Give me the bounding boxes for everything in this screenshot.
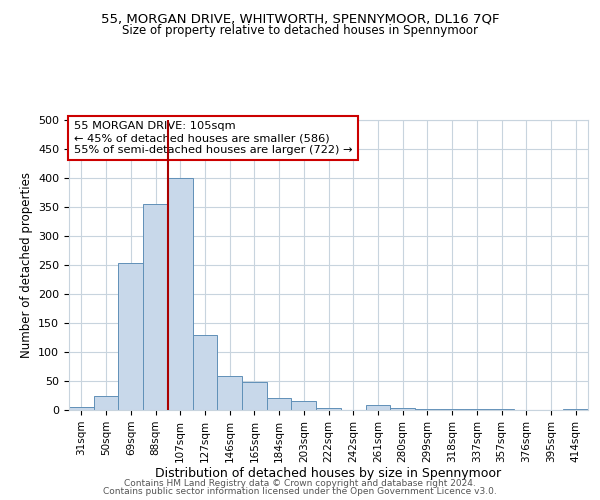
Bar — [193, 334, 217, 410]
Bar — [69, 407, 94, 410]
Text: Size of property relative to detached houses in Spennymoor: Size of property relative to detached ho… — [122, 24, 478, 37]
Bar — [365, 406, 390, 410]
Text: 55, MORGAN DRIVE, WHITWORTH, SPENNYMOOR, DL16 7QF: 55, MORGAN DRIVE, WHITWORTH, SPENNYMOOR,… — [101, 12, 499, 26]
Bar — [292, 402, 316, 410]
Text: 55 MORGAN DRIVE: 105sqm
← 45% of detached houses are smaller (586)
55% of semi-d: 55 MORGAN DRIVE: 105sqm ← 45% of detache… — [74, 122, 353, 154]
Bar — [118, 264, 143, 410]
Bar — [217, 376, 242, 410]
Bar — [390, 408, 415, 410]
Bar — [168, 178, 193, 410]
X-axis label: Distribution of detached houses by size in Spennymoor: Distribution of detached houses by size … — [155, 468, 502, 480]
Bar — [94, 396, 118, 410]
Text: Contains HM Land Registry data © Crown copyright and database right 2024.: Contains HM Land Registry data © Crown c… — [124, 478, 476, 488]
Bar — [242, 382, 267, 410]
Bar — [316, 408, 341, 410]
Bar — [143, 204, 168, 410]
Bar — [267, 398, 292, 410]
Y-axis label: Number of detached properties: Number of detached properties — [20, 172, 32, 358]
Text: Contains public sector information licensed under the Open Government Licence v3: Contains public sector information licen… — [103, 487, 497, 496]
